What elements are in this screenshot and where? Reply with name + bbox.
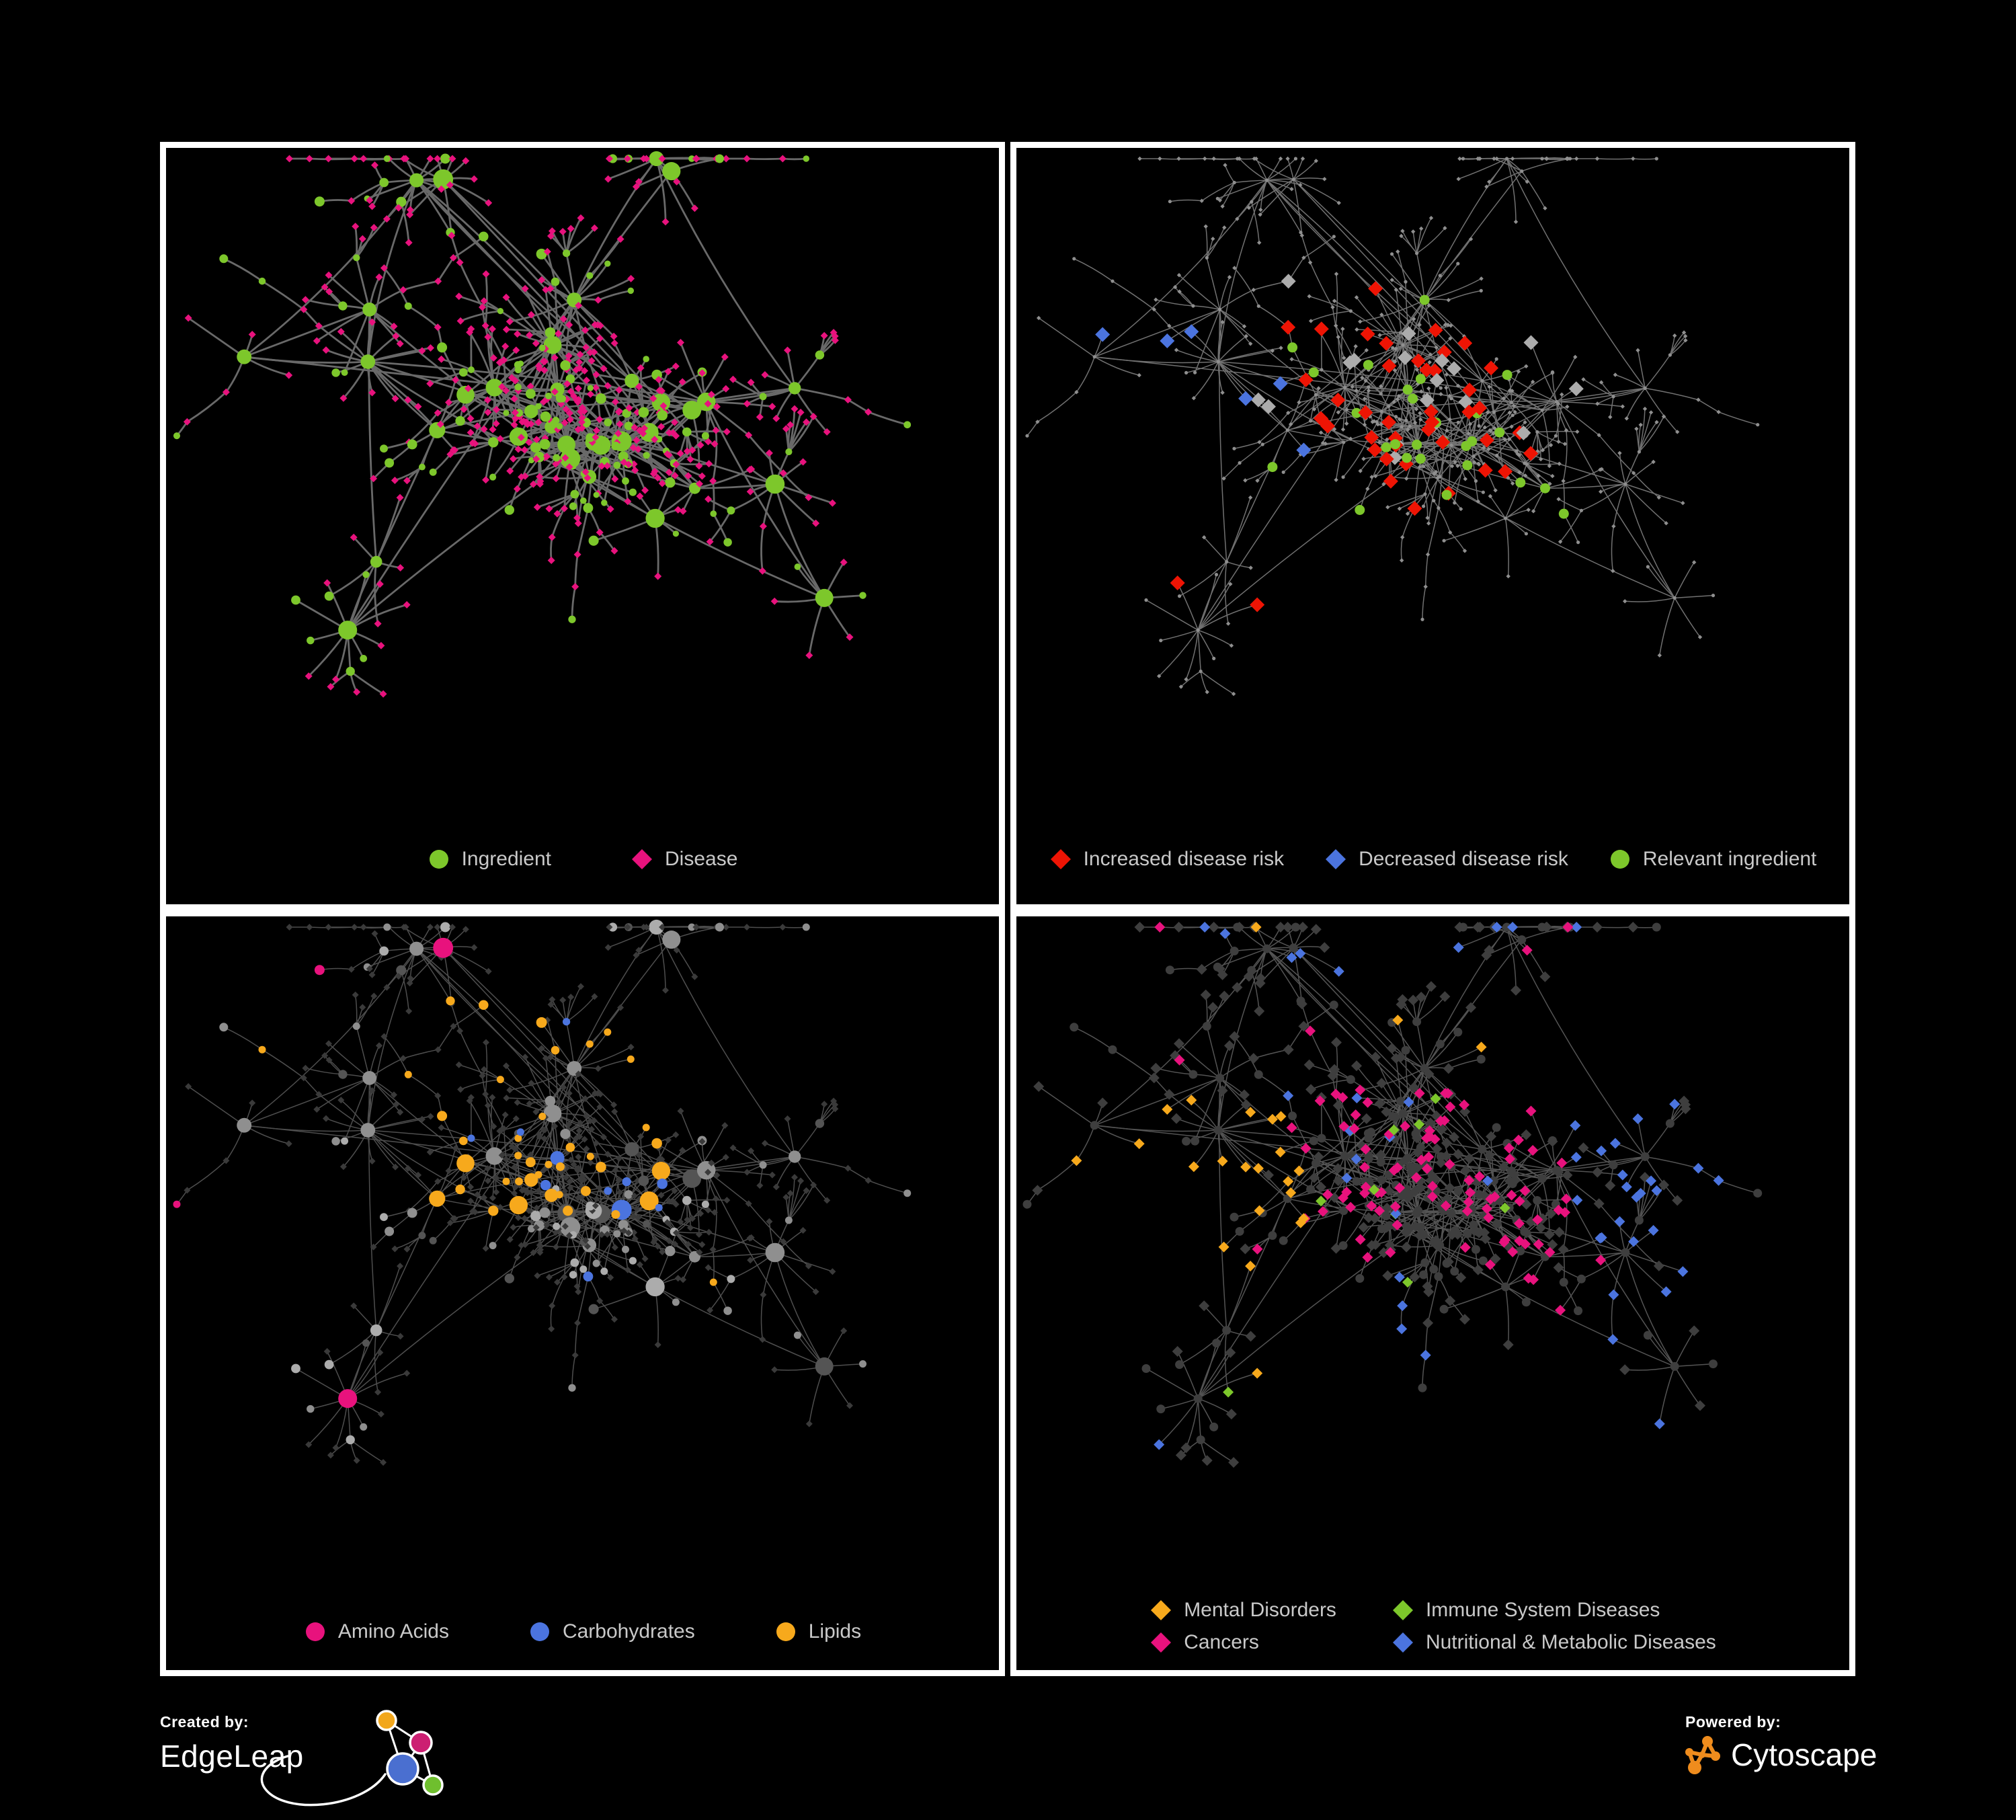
legend-label: Carbohydrates — [562, 1620, 695, 1643]
legend-item-increased-risk: Increased disease risk — [1049, 848, 1284, 871]
legend-item-nutritional-metabolic-diseases: Nutritional & Metabolic Diseases — [1392, 1631, 1716, 1654]
powered-by-label: Powered by: — [1685, 1713, 1781, 1731]
legend-label: Amino Acids — [337, 1620, 449, 1643]
increased-risk-diamond-icon — [1050, 849, 1071, 869]
legend-label: Cancers — [1184, 1631, 1259, 1653]
legend-item-cancers: Cancers — [1150, 1631, 1259, 1654]
legend-label: Ingredient — [461, 848, 552, 870]
legend-item-amino-acids: Amino Acids — [304, 1620, 449, 1643]
legend-label: Disease — [665, 848, 738, 870]
cytoscape-brand-text: Cytoscape — [1731, 1737, 1878, 1772]
legend-label: Mental Disorders — [1184, 1599, 1336, 1621]
legend-ingredient-disease: Ingredient Disease — [166, 848, 999, 871]
panel-disease-risk-network: Increased disease risk Decreased disease… — [1010, 142, 1855, 910]
panel-disease-class-network: Mental Disorders Immune System Diseases … — [1010, 910, 1855, 1676]
legend-label: Lipids — [808, 1620, 862, 1643]
panel-ingredient-disease-network: Ingredient Disease — [160, 142, 1005, 910]
legend-disease-classes: Mental Disorders Immune System Diseases … — [1016, 1599, 1849, 1654]
carbohydrates-circle-icon — [530, 1622, 549, 1641]
network-graph-disease-risk — [1025, 156, 1760, 697]
legend-item-lipids: Lipids — [774, 1620, 861, 1643]
legend-item-immune-system-diseases: Immune System Diseases — [1392, 1599, 1660, 1622]
legend-item-disease: Disease — [631, 848, 737, 871]
cytoscape-logo-icon — [1685, 1736, 1720, 1774]
edgeleap-logo-icon — [260, 1710, 444, 1807]
legend-item-decreased-risk: Decreased disease risk — [1324, 848, 1568, 871]
ingredient-circle-icon — [429, 850, 448, 869]
legend-label: Increased disease risk — [1083, 848, 1285, 870]
network-graph-disease-classes — [1022, 922, 1763, 1468]
legend-label: Decreased disease risk — [1359, 848, 1568, 870]
created-by-label: Created by: — [160, 1713, 249, 1731]
disease-diamond-icon — [632, 849, 653, 869]
immune-system-diseases-diamond-icon — [1392, 1600, 1413, 1620]
legend-item-ingredient: Ingredient — [428, 848, 551, 871]
legend-item-mental-disorders: Mental Disorders — [1150, 1599, 1336, 1622]
legend-disease-risk: Increased disease risk Decreased disease… — [1016, 848, 1849, 871]
legend-item-carbohydrates: Carbohydrates — [528, 1620, 695, 1643]
amino-acids-circle-icon — [305, 1622, 325, 1641]
network-graph-ingredient-disease — [173, 151, 912, 698]
legend-nutrient-classes: Amino Acids Carbohydrates Lipids — [166, 1620, 999, 1643]
cancers-diamond-icon — [1151, 1632, 1172, 1653]
nutritional-metabolic-diseases-diamond-icon — [1392, 1632, 1413, 1653]
edgeleap-credit: Created by: EdgeLeap — [160, 1710, 444, 1807]
legend-label: Relevant ingredient — [1642, 848, 1817, 870]
relevant-ingredient-circle-icon — [1610, 850, 1629, 869]
legend-item-relevant-ingredient: Relevant ingredient — [1609, 848, 1817, 871]
legend-label: Immune System Diseases — [1425, 1599, 1660, 1621]
mental-disorders-diamond-icon — [1151, 1600, 1172, 1620]
lipids-circle-icon — [776, 1622, 795, 1641]
decreased-risk-diamond-icon — [1326, 849, 1346, 869]
panel-nutrient-class-network: Amino Acids Carbohydrates Lipids — [160, 910, 1005, 1676]
legend-label: Nutritional & Metabolic Diseases — [1425, 1631, 1716, 1653]
cytoscape-credit: Powered by: Cytoscape — [1685, 1713, 1877, 1776]
network-graph-nutrient-classes — [173, 919, 912, 1466]
edgeleap-brand-text: EdgeLeap — [160, 1739, 304, 1774]
